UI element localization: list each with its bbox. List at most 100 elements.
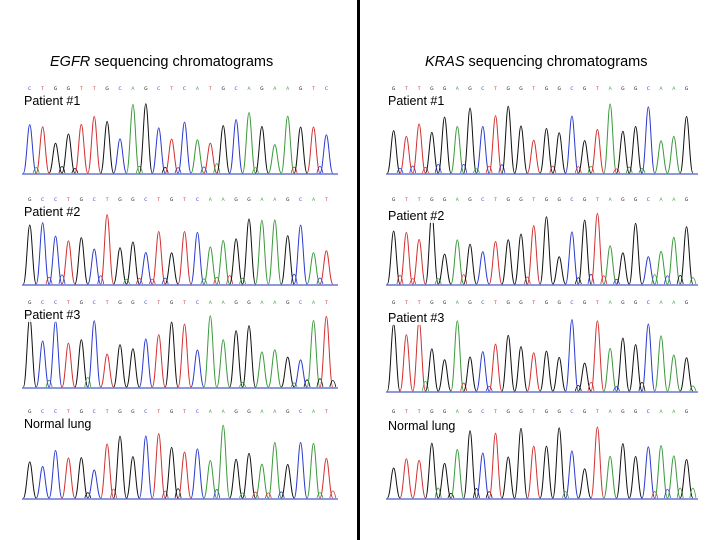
trace-peak — [190, 448, 205, 499]
base-call-letter: T — [493, 300, 497, 306]
trace-peak — [654, 444, 668, 499]
base-call-letter: G — [221, 86, 225, 92]
base-call-letter: G — [634, 86, 638, 92]
trace-peak — [437, 116, 452, 174]
trace-noise-peak — [71, 168, 79, 174]
base-call-letter: G — [144, 86, 148, 92]
base-call-letter: G — [131, 300, 135, 306]
trace-peak — [514, 427, 528, 499]
trace-peak — [539, 350, 554, 392]
trace-peak — [138, 251, 153, 285]
base-call-letter: A — [196, 86, 200, 92]
trace-peak — [164, 252, 179, 285]
trace-peak — [255, 219, 269, 285]
trace-noise-peak — [135, 165, 143, 174]
trace-peak — [216, 125, 231, 174]
trace-peak — [450, 239, 465, 285]
trace-peak — [616, 443, 630, 499]
trace-noise-peak — [689, 487, 697, 499]
base-call-letter: G — [118, 197, 122, 203]
trace-noise-peak — [226, 275, 234, 285]
trace-peak — [565, 115, 579, 174]
trace-peak — [399, 334, 414, 392]
trace-noise-peak — [174, 167, 182, 174]
base-call-letter: C — [118, 86, 121, 92]
base-call-letter: G — [583, 197, 587, 203]
base-call-letter: C — [144, 197, 147, 203]
base-call-letter: C — [235, 86, 238, 92]
base-call-letter: C — [196, 197, 199, 203]
trace-peak — [35, 465, 50, 499]
base-call-letter: A — [660, 300, 664, 306]
base-call-letter: G — [170, 197, 174, 203]
trace-noise-peak — [485, 491, 493, 499]
base-call-letter: G — [621, 409, 625, 415]
base-call-letter: G — [634, 409, 638, 415]
trace-peak — [164, 321, 179, 388]
base-call-letter: C — [325, 86, 328, 92]
trace-peak — [590, 426, 605, 499]
base-call-letter: G — [131, 409, 135, 415]
trace-noise-peak — [689, 385, 697, 392]
trace-noise-peak — [473, 168, 480, 174]
base-call-letter: G — [67, 86, 71, 92]
kras-gene-name: KRAS — [425, 54, 465, 70]
trace-noise-peak — [252, 167, 259, 174]
egfr-patient-3-chromatogram: G C C T G C T G G C T G T C A A G G A A G C A T Patient #3 — [22, 298, 338, 392]
trace-peak — [565, 231, 579, 285]
base-call-letter: A — [260, 300, 264, 306]
panel-label: Patient #3 — [386, 311, 447, 325]
trace-noise-peak — [676, 487, 684, 499]
trace-peak — [61, 133, 76, 174]
base-call-letter: T — [493, 409, 497, 415]
trace-noise-peak — [651, 491, 659, 499]
trace-peak — [48, 235, 63, 285]
base-call-letter: C — [481, 86, 484, 92]
trace-peak — [229, 330, 243, 388]
trace-noise-peak — [587, 381, 595, 392]
trace-peak — [190, 139, 205, 174]
trace-peak — [488, 343, 503, 392]
trace-peak — [679, 357, 694, 392]
trace-noise-peak — [523, 276, 531, 285]
trace-peak — [267, 349, 282, 388]
trace-peak — [412, 123, 426, 174]
trace-peak — [616, 252, 630, 285]
trace-noise-peak — [84, 492, 92, 499]
trace-peak — [552, 256, 566, 285]
trace-peak — [463, 107, 477, 174]
base-call-letter: T — [531, 409, 535, 415]
base-call-letter: T — [66, 300, 70, 306]
trace-noise-peak — [148, 278, 156, 285]
base-call-letter: C — [570, 197, 573, 203]
base-call-letter: G — [583, 409, 587, 415]
base-call-letter: C — [299, 409, 302, 415]
trace-peak — [87, 248, 102, 285]
trace-peak — [565, 450, 579, 499]
trace-peak — [177, 323, 192, 388]
trace-peak — [35, 340, 50, 388]
trace-peak — [514, 125, 528, 174]
base-call-letter: A — [660, 86, 664, 92]
base-call-letter: C — [144, 300, 147, 306]
trace-noise-peak — [689, 277, 697, 285]
trace-peak — [616, 130, 630, 174]
trace-peak — [151, 433, 166, 499]
base-call-letter: G — [247, 197, 251, 203]
base-call-letter: G — [685, 300, 689, 306]
trace-noise-peak — [613, 386, 620, 392]
trace-peak — [306, 319, 321, 388]
panel-label: Patient #1 — [22, 94, 83, 108]
base-call-letter: C — [570, 409, 573, 415]
trace-noise-peak — [396, 167, 404, 174]
base-call-letter: G — [247, 409, 251, 415]
base-call-letter: C — [28, 86, 31, 92]
trace-peak — [267, 219, 282, 285]
base-call-letter: A — [222, 197, 226, 203]
base-call-letter: G — [557, 197, 561, 203]
trace-peak — [552, 356, 566, 392]
trace-peak — [229, 119, 243, 174]
base-call-letter: T — [208, 86, 212, 92]
trace-noise-peak — [174, 488, 182, 499]
trace-noise-peak — [574, 277, 582, 285]
